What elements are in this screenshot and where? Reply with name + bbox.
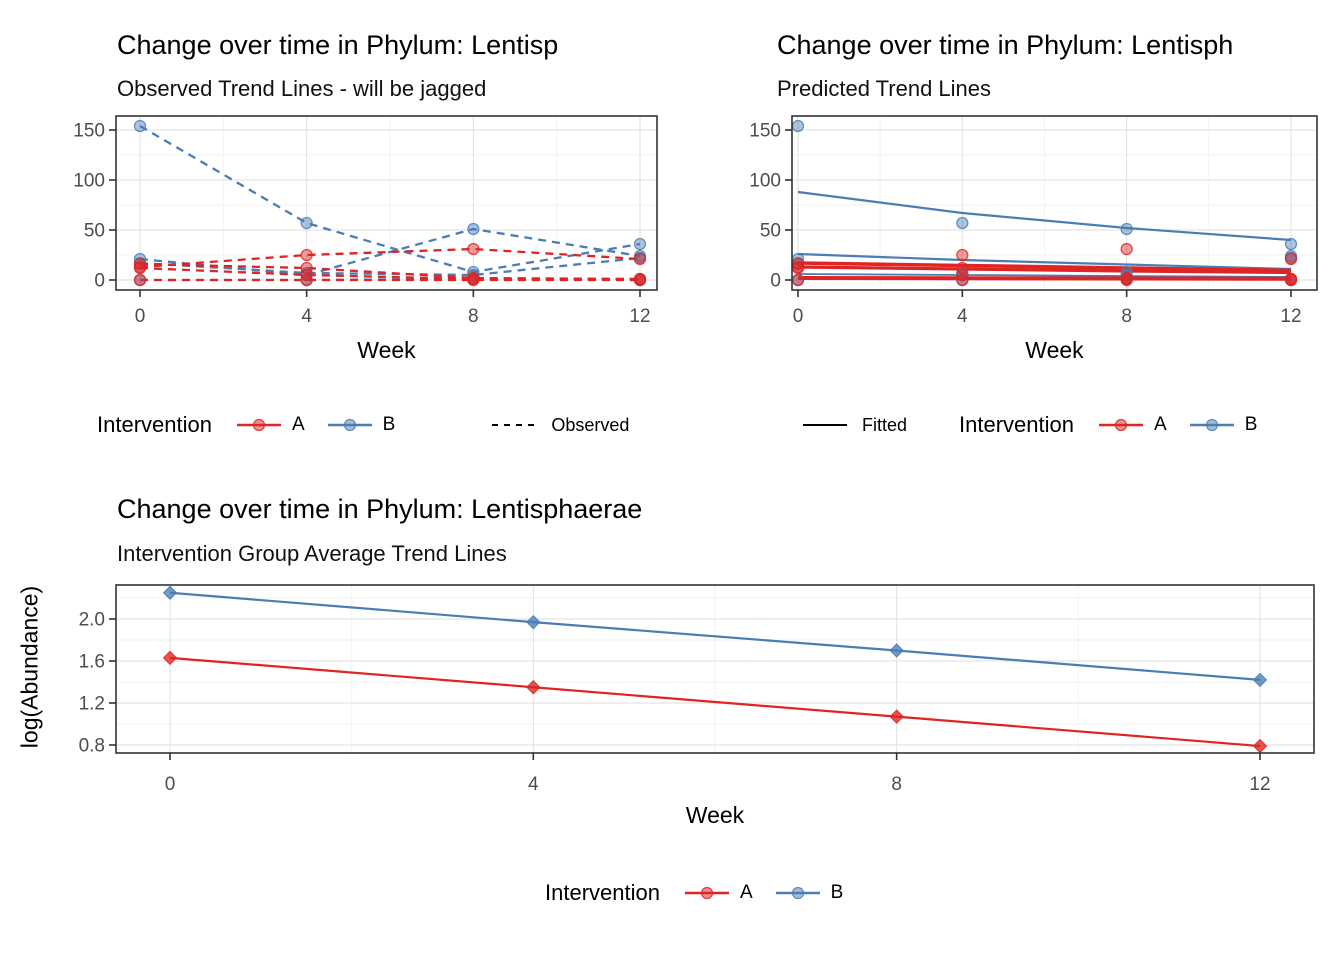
- legend-label-observed: Observed: [551, 414, 630, 435]
- legend-key-b-icon: [775, 886, 820, 900]
- top-legend-row: Intervention A B Observed Fitted Interve…: [0, 412, 1344, 448]
- svg-text:12: 12: [1249, 774, 1270, 795]
- legend-key-a-icon: [236, 418, 281, 432]
- predicted-legend-title: Intervention: [959, 412, 1074, 437]
- svg-text:Week: Week: [686, 802, 745, 828]
- svg-text:100: 100: [749, 171, 781, 192]
- average-legend: Intervention A B: [545, 880, 843, 906]
- legend-key-a-icon: [1099, 418, 1143, 432]
- observed-legend: Intervention A B Observed: [97, 412, 629, 438]
- legend-label-fitted: Fitted: [862, 414, 908, 435]
- svg-text:0: 0: [94, 271, 105, 292]
- svg-text:0: 0: [770, 271, 781, 292]
- svg-text:50: 50: [84, 221, 105, 242]
- predicted-legend: Fitted Intervention A B: [802, 412, 1257, 438]
- legend-key-b-icon: [1189, 418, 1234, 432]
- svg-text:8: 8: [468, 306, 479, 327]
- observed-chart-subtitle: Observed Trend Lines - will be jagged: [117, 76, 487, 101]
- legend-label-a: A: [1154, 414, 1167, 435]
- svg-text:12: 12: [629, 306, 650, 327]
- svg-text:12: 12: [1280, 306, 1301, 327]
- legend-key-a-icon: [684, 886, 729, 900]
- svg-text:0: 0: [165, 774, 176, 795]
- svg-text:0: 0: [793, 306, 804, 327]
- svg-text:1.6: 1.6: [79, 652, 105, 673]
- bottom-legend-row: Intervention A B: [0, 880, 1344, 916]
- legend-label-b: B: [830, 882, 844, 903]
- svg-text:8: 8: [1121, 306, 1132, 327]
- average-legend-title: Intervention: [545, 880, 660, 905]
- legend-label-a: A: [291, 414, 305, 435]
- svg-text:100: 100: [73, 171, 105, 192]
- observed-chart-plot: 0 4 8 12 0 50 100 150 Week: [73, 115, 658, 363]
- legend-key-solid-line-icon: [803, 424, 847, 426]
- average-chart-title: Change over time in Phylum: Lentisphaera…: [117, 494, 643, 524]
- svg-text:150: 150: [73, 121, 105, 142]
- svg-text:0.8: 0.8: [79, 736, 105, 757]
- legend-key-b-icon: [327, 418, 372, 432]
- observed-chart-title: Change over time in Phylum: Lentisp: [117, 30, 559, 60]
- svg-text:8: 8: [891, 774, 902, 795]
- svg-text:2.0: 2.0: [79, 610, 105, 631]
- average-chart-subtitle: Intervention Group Average Trend Lines: [117, 541, 507, 566]
- svg-text:150: 150: [749, 121, 781, 142]
- svg-text:0: 0: [135, 306, 146, 327]
- legend-label-a: A: [739, 882, 753, 903]
- average-chart-plot: 0 4 8 12 0.8 1.2 1.6 2.0 Week: [79, 584, 1315, 828]
- predicted-chart-plot: 0 4 8 12 0 50 100 150 Week: [749, 115, 1318, 363]
- svg-text:4: 4: [301, 306, 312, 327]
- predicted-chart-title: Change over time in Phylum: Lentisph: [777, 30, 1234, 60]
- svg-text:1.2: 1.2: [79, 694, 105, 715]
- predicted-chart-subtitle: Predicted Trend Lines: [777, 76, 992, 101]
- observed-legend-title: Intervention: [97, 412, 212, 437]
- svg-text:4: 4: [528, 774, 539, 795]
- svg-text:Week: Week: [357, 337, 416, 363]
- svg-text:4: 4: [957, 306, 968, 327]
- legend-label-b: B: [1244, 414, 1258, 435]
- legend-label-b: B: [382, 414, 396, 435]
- svg-text:Week: Week: [1025, 337, 1084, 363]
- svg-text:50: 50: [760, 221, 781, 242]
- legend-key-dashed-line-icon: [492, 424, 537, 426]
